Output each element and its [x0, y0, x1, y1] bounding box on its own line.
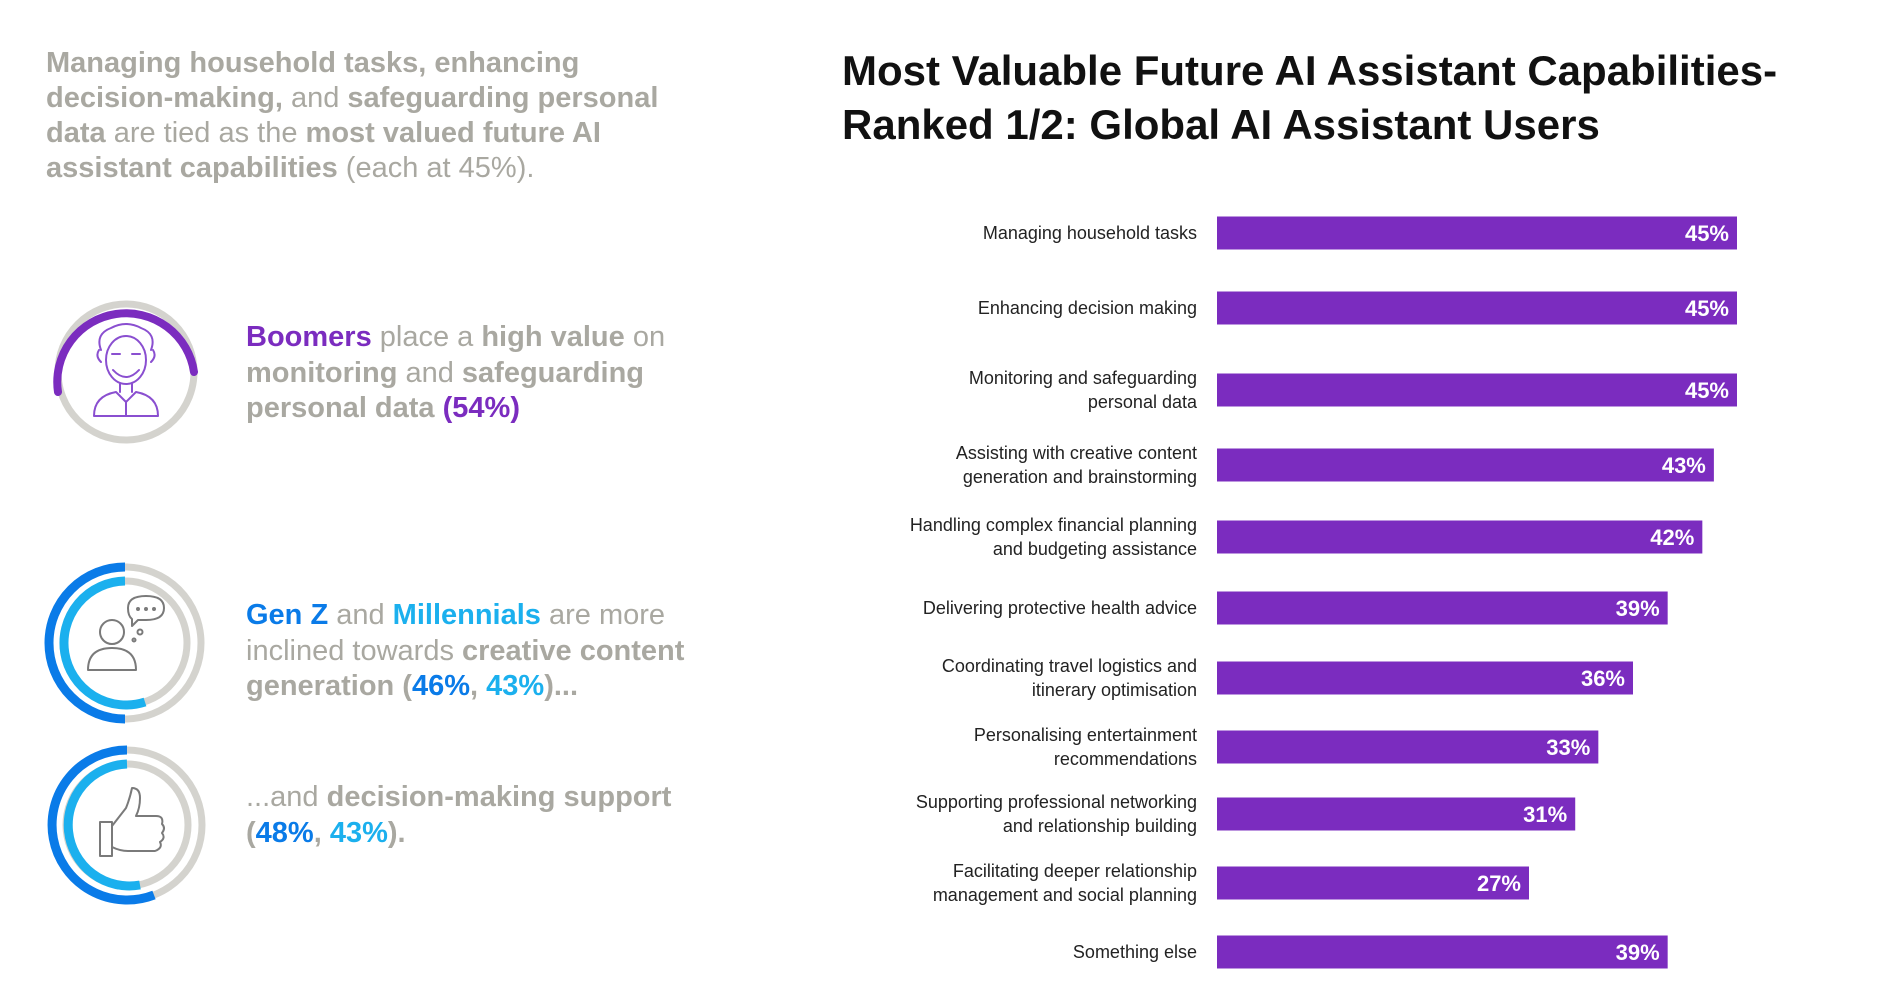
bar-6 — [1217, 661, 1633, 695]
elderly-person-icon — [93, 323, 159, 417]
value-label-9: 27% — [1477, 871, 1521, 896]
category-label-6-line-1: itinerary optimisation — [1032, 680, 1197, 700]
intro-highlight-1: Managing household tasks, enhancing deci… — [46, 47, 580, 114]
value-label-4: 42% — [1650, 525, 1694, 550]
boomers-text-8: ) — [510, 392, 520, 424]
category-label-9-line-1: management and social planning — [933, 885, 1197, 905]
category-label-4-line-0: Handling complex financial planning — [910, 515, 1197, 535]
category-label-1: Enhancing decision making — [978, 298, 1197, 318]
millennials-value: 43% — [486, 670, 545, 702]
bar-7 — [1217, 730, 1599, 764]
bar-5 — [1217, 591, 1668, 625]
category-label-4-line-1: and budgeting assistance — [993, 539, 1197, 559]
category-label-2-line-0: Monitoring and safeguarding — [969, 368, 1197, 388]
genz-text-2: are more inclined towards — [246, 599, 666, 667]
decision-text-1: ...and — [246, 781, 327, 813]
genz-ring — [44, 562, 205, 724]
bar-4 — [1217, 520, 1703, 554]
value-label-6: 36% — [1581, 666, 1625, 691]
genz-text-3: creative content generation — [246, 634, 685, 703]
category-label-8-line-0: Supporting professional networking — [916, 792, 1197, 812]
thumbs-up-icon — [99, 787, 165, 857]
value-label-5: 39% — [1616, 596, 1660, 621]
decision-ring — [47, 745, 206, 905]
boomers-value: 54% — [452, 392, 511, 424]
intro-text-3: are tied as the — [105, 117, 306, 149]
bar-10 — [1217, 935, 1668, 969]
category-label-7-line-1: recommendations — [1054, 749, 1197, 769]
value-label-3: 43% — [1662, 453, 1706, 478]
genz-text-1: and — [328, 599, 393, 631]
bar-9 — [1217, 866, 1529, 900]
category-label-2-line-1: personal data — [1088, 392, 1198, 412]
boomers-text-5: and — [397, 356, 462, 389]
decision-text-2: decision-making support — [326, 781, 672, 813]
genz-label: Gen Z — [246, 599, 329, 631]
bar-8 — [1217, 797, 1576, 831]
genz-text-5: , — [470, 670, 487, 702]
boomers-text-4: monitoring — [246, 356, 398, 389]
category-label-8-line-1: and relationship building — [1003, 816, 1197, 836]
bar-2 — [1217, 373, 1737, 407]
genz-text-6: )... — [544, 670, 579, 702]
category-label-0: Managing household tasks — [983, 223, 1197, 243]
chart-title-line-2: Ranked 1/2: Global AI Assistant Users — [842, 101, 1600, 148]
value-label-1: 45% — [1685, 296, 1729, 321]
intro-highlight-2: safeguarding personal data — [46, 82, 659, 149]
value-label-10: 39% — [1616, 940, 1660, 965]
bar-1 — [1217, 291, 1737, 325]
intro-text: Managing household tasks, enhancing deci… — [46, 46, 706, 186]
intro-text-2: and — [282, 82, 348, 114]
decision-millennials-value: 43% — [329, 816, 388, 849]
bar-0 — [1217, 216, 1737, 250]
value-label-7: 33% — [1546, 735, 1590, 760]
boomers-text-1: place a — [371, 321, 482, 353]
boomers-text-3: on — [624, 321, 666, 353]
category-label-5: Delivering protective health advice — [923, 598, 1197, 618]
category-label-7-line-0: Personalising entertainment — [974, 725, 1197, 745]
boomers-ring — [53, 300, 198, 444]
chart-title-line-1: Most Valuable Future AI Assistant Capabi… — [842, 47, 1778, 94]
chart-title: Most Valuable Future AI Assistant Capabi… — [842, 44, 1842, 152]
decision-text-5: ). — [387, 816, 406, 849]
boomers-text-6: safeguarding personal data — [246, 356, 645, 425]
genz-callout: Gen Z and Millennials are more inclined … — [246, 598, 706, 705]
category-label-6-line-0: Coordinating travel logistics and — [942, 656, 1197, 676]
person-speech-bubble-icon — [87, 595, 165, 671]
decision-text-3: ( — [246, 816, 256, 849]
value-label-0: 45% — [1685, 221, 1729, 246]
boomers-text-2: high value — [481, 321, 625, 353]
category-label-3-line-1: generation and brainstorming — [963, 467, 1197, 487]
intro-text-4: (each at 45%). — [337, 152, 535, 184]
category-label-3-line-0: Assisting with creative content — [956, 443, 1197, 463]
category-label-10: Something else — [1073, 942, 1197, 962]
boomers-label: Boomers — [246, 321, 372, 353]
genz-value: 46% — [411, 670, 471, 702]
boomers-callout: Boomers place a high value on monitoring… — [246, 320, 706, 427]
decision-callout: ...and decision-making support (48%, 43%… — [246, 780, 706, 851]
value-label-8: 31% — [1523, 802, 1567, 827]
decision-text-4: , — [313, 816, 330, 849]
decision-genz-value: 48% — [255, 816, 314, 849]
millennials-label: Millennials — [392, 599, 541, 631]
genz-text-4: ( — [394, 670, 412, 702]
bar-3 — [1217, 448, 1714, 482]
category-label-9-line-0: Facilitating deeper relationship — [953, 861, 1197, 881]
intro-highlight-3: most valued future AI assistant capabili… — [46, 117, 601, 184]
value-label-2: 45% — [1685, 378, 1729, 403]
boomers-text-7: ( — [434, 392, 453, 424]
